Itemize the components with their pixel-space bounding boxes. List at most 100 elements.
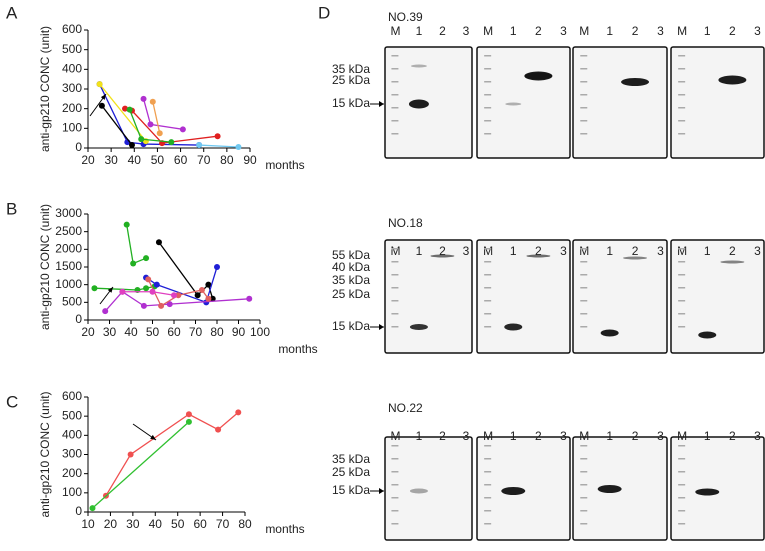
data-point — [209, 295, 216, 302]
ladder-band — [580, 94, 588, 96]
lane-label: 2 — [632, 24, 639, 38]
x-tick-label: 80 — [210, 325, 224, 339]
y-tick-label: 400 — [62, 428, 82, 442]
ladder-band — [580, 497, 588, 499]
band — [597, 485, 622, 493]
blot — [384, 239, 473, 354]
lane-label: 3 — [754, 24, 761, 38]
x-tick-label: 70 — [197, 153, 211, 167]
lane-label: 3 — [463, 429, 470, 443]
x-tick-label: 20 — [104, 517, 118, 531]
x-tick-label: 90 — [243, 153, 257, 167]
marker-label: 25 kDa — [332, 73, 370, 87]
ladder-band — [580, 326, 588, 328]
blot — [572, 239, 668, 354]
ladder-band — [484, 248, 492, 250]
band — [408, 99, 429, 109]
ladder-band — [391, 133, 399, 135]
ladder-band — [484, 497, 492, 499]
y-tick-label: 2500 — [55, 224, 82, 238]
ladder-band — [391, 510, 399, 512]
ladder-band — [484, 68, 492, 70]
ladder-band — [391, 274, 399, 276]
panel-label: C — [6, 392, 18, 411]
arrow-head — [100, 94, 106, 100]
sample-label: NO.18 — [388, 216, 423, 230]
data-point — [198, 286, 205, 293]
band — [600, 329, 619, 337]
band — [695, 488, 720, 496]
ladder-band — [391, 120, 399, 122]
ladder-band — [678, 55, 686, 57]
y-tick-label: 100 — [62, 485, 82, 499]
marker-label: 35 kDa — [332, 273, 370, 287]
y-tick-label: 600 — [62, 22, 82, 36]
y-tick-label: 0 — [75, 140, 82, 154]
panel-label: D — [318, 3, 330, 22]
ladder-band — [484, 300, 492, 302]
ladder-band — [484, 471, 492, 473]
data-point — [235, 409, 242, 416]
series-line — [199, 144, 239, 148]
ladder-band — [484, 458, 492, 460]
blot — [670, 436, 765, 541]
ladder-band — [678, 81, 686, 83]
lane-label: 2 — [535, 24, 542, 38]
x-tick-label: 20 — [81, 153, 95, 167]
blot — [384, 436, 473, 541]
series-line — [92, 421, 190, 509]
lane-label: M — [390, 429, 400, 443]
x-tick-label: 40 — [128, 153, 142, 167]
ladder-band — [391, 68, 399, 70]
y-tick-label: 300 — [62, 81, 82, 95]
series-line — [152, 101, 161, 134]
data-point — [143, 285, 150, 292]
ladder-band — [391, 326, 399, 328]
band — [621, 78, 650, 86]
data-point — [128, 142, 135, 149]
ladder-band — [391, 313, 399, 315]
ladder-band — [391, 523, 399, 525]
lane-label: 1 — [606, 429, 613, 443]
ladder-band — [580, 120, 588, 122]
lane-label: 3 — [657, 429, 664, 443]
x-tick-label: 90 — [232, 325, 246, 339]
ladder-band — [678, 133, 686, 135]
lane-label: 2 — [729, 429, 736, 443]
lane-label: M — [483, 244, 493, 258]
ladder-band — [678, 261, 686, 263]
data-point — [153, 281, 160, 288]
data-point — [185, 418, 192, 425]
lane-label: 2 — [439, 24, 446, 38]
band — [410, 64, 427, 68]
y-tick-label: 0 — [75, 312, 82, 326]
ladder-band — [484, 313, 492, 315]
ladder-band — [391, 497, 399, 499]
lane-label: 3 — [463, 244, 470, 258]
lane-label: 2 — [729, 244, 736, 258]
ladder-band — [580, 81, 588, 83]
ladder-band — [484, 107, 492, 109]
ladder-band — [484, 261, 492, 263]
data-point — [214, 133, 221, 140]
data-point — [130, 260, 137, 267]
ladder-band — [678, 510, 686, 512]
band — [524, 72, 553, 80]
ladder-band — [580, 300, 588, 302]
data-point — [205, 295, 212, 302]
y-tick-label: 1000 — [55, 277, 82, 291]
x-tick-label: 30 — [126, 517, 140, 531]
data-point — [149, 98, 156, 105]
data-point — [98, 102, 105, 109]
x-tick-label: 30 — [104, 153, 118, 167]
ladder-band — [391, 471, 399, 473]
ladder-band — [391, 484, 399, 486]
ladder-band — [580, 458, 588, 460]
marker-arrow-head — [379, 324, 384, 330]
lane-label: 2 — [729, 24, 736, 38]
y-tick-label: 500 — [62, 408, 82, 422]
data-point — [145, 276, 152, 283]
y-tick-label: 0 — [75, 504, 82, 518]
ladder-band — [580, 523, 588, 525]
